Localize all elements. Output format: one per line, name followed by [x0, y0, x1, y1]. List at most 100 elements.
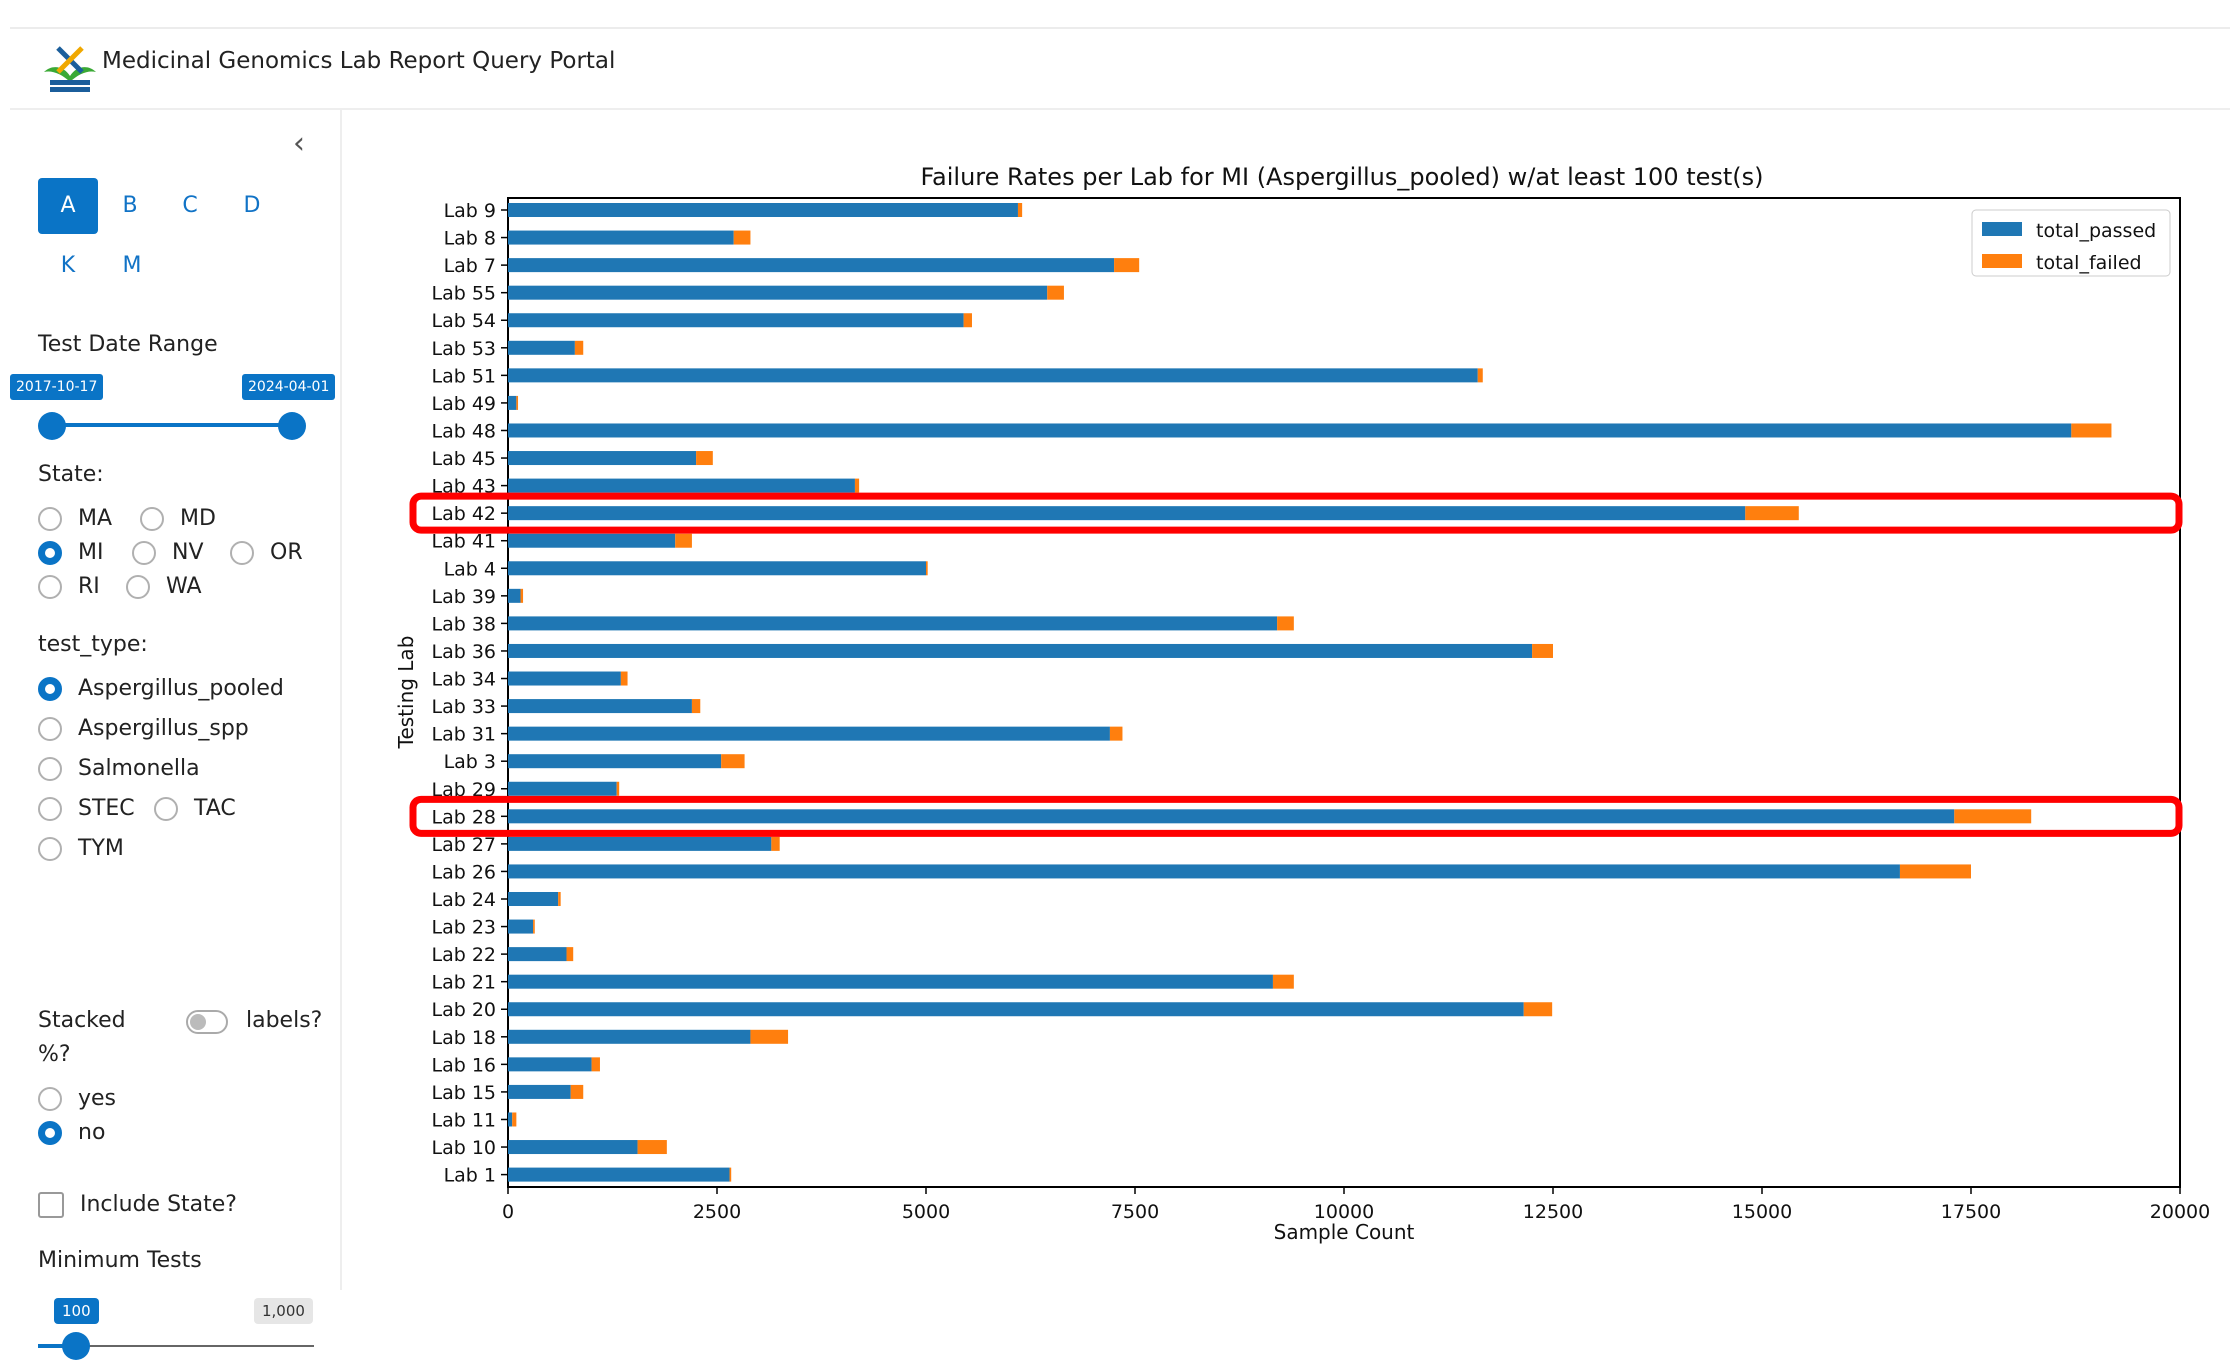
test-type-tac[interactable]: TAC — [154, 796, 236, 821]
bar-failed — [963, 313, 972, 328]
x-tick-label: 15000 — [1732, 1201, 1792, 1223]
bar-failed — [533, 919, 535, 934]
bar-failed — [926, 561, 928, 576]
state-option-label: WA — [166, 574, 202, 599]
state-option-wa[interactable]: WA — [126, 574, 202, 599]
bar-passed — [508, 368, 1478, 383]
y-axis-label: Testing Lab — [394, 636, 418, 750]
bar-passed — [508, 864, 1900, 879]
state-option-md[interactable]: MD — [140, 506, 216, 531]
tab-k[interactable]: K — [60, 253, 76, 278]
legend-label-failed: total_failed — [2036, 252, 2142, 274]
y-tick-label: Lab 11 — [431, 1109, 496, 1131]
y-tick-label: Lab 9 — [444, 200, 496, 222]
state-option-label: MA — [78, 506, 113, 531]
bar-failed — [1272, 974, 1294, 989]
state-option-or[interactable]: OR — [230, 540, 303, 565]
y-tick-label: Lab 43 — [431, 476, 496, 498]
bar-passed — [508, 616, 1278, 631]
bar-passed — [508, 451, 697, 466]
legend: total_passed total_failed — [1971, 209, 2171, 277]
x-tick-label: 2500 — [693, 1201, 741, 1223]
app-title: Medicinal Genomics Lab Report Query Port… — [102, 48, 616, 74]
bar-passed — [508, 230, 734, 245]
bar-failed — [637, 1140, 667, 1155]
app-header: Medicinal Genomics Lab Report Query Port… — [10, 30, 2230, 110]
y-tick-label: Lab 42 — [431, 503, 496, 525]
stacked-option-label: no — [78, 1120, 106, 1145]
test-type-label: test_type: — [38, 632, 148, 657]
bar-passed — [508, 919, 534, 934]
y-tick-label: Lab 53 — [431, 338, 496, 360]
radio-selected-icon — [38, 676, 62, 701]
tab-a[interactable]: A — [38, 178, 98, 234]
bar-passed — [508, 836, 772, 851]
y-tick-label: Lab 10 — [431, 1137, 496, 1159]
state-option-ri[interactable]: RI — [38, 574, 100, 599]
include-state-checkbox[interactable] — [38, 1192, 64, 1218]
tab-c[interactable]: C — [182, 193, 198, 218]
y-tick-labels: Lab 9 Lab 8 Lab 7 Lab 55 Lab 54 Lab 53 Lab 51 L… — [431, 200, 508, 1187]
radio-icon — [38, 796, 62, 821]
tab-d[interactable]: D — [243, 193, 261, 218]
stacked-option-label: yes — [78, 1086, 117, 1111]
x-tick-label: 12500 — [1523, 1201, 1583, 1223]
test-type-aspergillus-spp[interactable]: Aspergillus_spp — [38, 716, 249, 741]
x-tick-label: 10000 — [1314, 1201, 1374, 1223]
bar-passed — [508, 478, 855, 493]
y-tick-label: Lab 22 — [431, 944, 496, 966]
bar-passed — [508, 395, 517, 410]
bar-passed — [508, 1002, 1524, 1017]
labels-toggle[interactable] — [186, 1010, 228, 1034]
test-type-tym[interactable]: TYM — [38, 836, 124, 861]
bar-passed — [508, 892, 559, 906]
y-tick-label: Lab 18 — [431, 1027, 496, 1049]
bar-passed — [508, 285, 1048, 300]
bar-failed — [1277, 616, 1294, 631]
y-tick-label: Lab 20 — [431, 999, 496, 1021]
sidebar: ‹ A B C D K M Test Date Range 2017-10-17… — [10, 110, 342, 1360]
bar-failed — [1114, 258, 1140, 273]
tab-b[interactable]: B — [122, 193, 138, 218]
test-type-salmonella[interactable]: Salmonella — [38, 756, 200, 781]
toggle-knob — [190, 1014, 206, 1030]
stacked-label: Stacked — [38, 1008, 126, 1033]
min-tests-max-tag: 1,000 — [254, 1298, 313, 1324]
bar-passed — [508, 1057, 592, 1072]
bar-failed — [558, 892, 561, 906]
state-option-label: OR — [270, 540, 303, 565]
bar-passed — [508, 340, 575, 355]
y-tick-label: Lab 7 — [444, 255, 496, 277]
radio-icon — [38, 574, 62, 599]
y-tick-label: Lab 21 — [431, 972, 496, 994]
legend-label-passed: total_passed — [2036, 220, 2156, 242]
bar-failed — [771, 836, 780, 851]
y-tick-label: Lab 16 — [431, 1054, 496, 1076]
stacked-option-yes[interactable]: yes — [38, 1086, 116, 1111]
test-type-stec[interactable]: STEC — [38, 796, 135, 821]
highlight-box — [409, 795, 2183, 837]
include-state-label: Include State? — [80, 1192, 237, 1217]
test-type-option-label: Aspergillus_pooled — [78, 676, 284, 701]
date-end-handle[interactable] — [278, 412, 306, 440]
tab-m[interactable]: M — [122, 253, 142, 278]
stacked-option-no[interactable]: no — [38, 1120, 105, 1145]
y-tick-label: Lab 34 — [431, 669, 496, 691]
y-tick-label: Lab 38 — [431, 613, 496, 635]
bar-failed — [1954, 809, 2032, 824]
bar-passed — [508, 699, 692, 714]
bar-passed — [508, 726, 1110, 741]
chevron-left-icon[interactable]: ‹ — [293, 126, 305, 161]
state-option-nv[interactable]: NV — [132, 540, 204, 565]
y-tick-label: Lab 33 — [431, 696, 496, 718]
bar-failed — [696, 451, 713, 466]
state-option-ma[interactable]: MA — [38, 506, 112, 531]
bar-failed — [1047, 285, 1064, 300]
test-type-aspergillus-pooled[interactable]: Aspergillus_pooled — [38, 676, 284, 701]
date-start-handle[interactable] — [38, 412, 66, 440]
state-option-mi[interactable]: MI — [38, 540, 103, 565]
bar-failed — [591, 1057, 600, 1072]
min-tests-handle[interactable] — [62, 1332, 90, 1360]
radio-icon — [38, 716, 62, 741]
test-type-option-label: Aspergillus_spp — [78, 716, 249, 741]
